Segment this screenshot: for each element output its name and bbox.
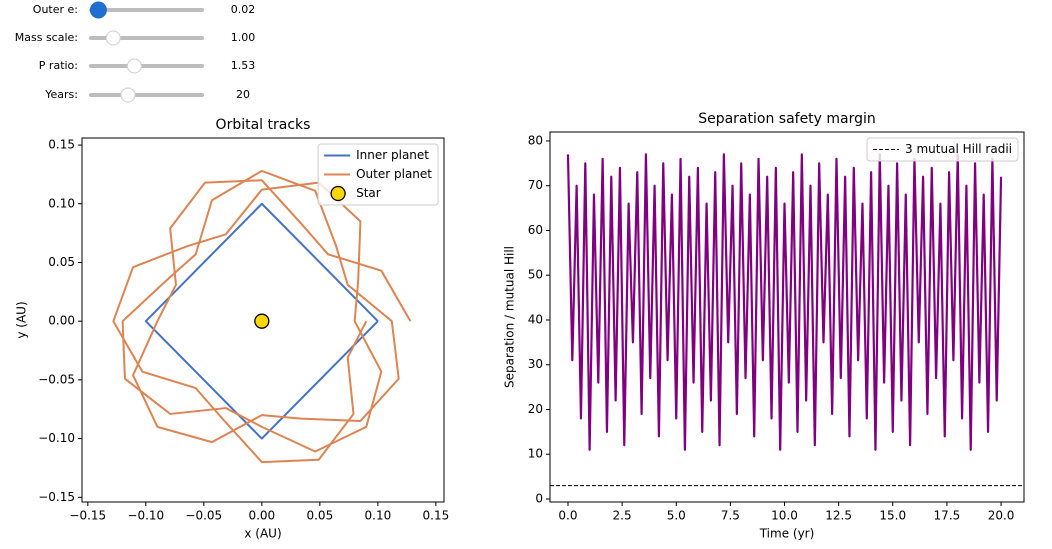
legend-box xyxy=(866,137,1019,162)
controls: Outer e: 0.02 Mass scale: 1.00 P ratio: 1.53 Y… xyxy=(15,1,256,103)
x-tick-label: 0.15 xyxy=(423,509,450,523)
x-tick-label: 2.5 xyxy=(613,509,632,523)
legend-label: Inner planet xyxy=(356,148,429,162)
legend-swatch xyxy=(330,185,346,202)
chart: Separation safety margin 0.0 2.5 5.0 7.5 10.0… xyxy=(503,111,1025,541)
y-axis-label: y (AU) xyxy=(15,301,29,338)
y-axis-label: Separation / mutual Hill xyxy=(503,246,517,388)
y-tick-label: 10 xyxy=(528,447,543,461)
chart-title: Orbital tracks xyxy=(216,117,311,133)
x-tick-label: −0.05 xyxy=(185,509,222,523)
y-tick-label: 70 xyxy=(528,178,543,192)
star-marker xyxy=(254,313,270,329)
plot-frame xyxy=(81,137,445,503)
slider-knob[interactable] xyxy=(89,1,107,19)
slider-knob[interactable] xyxy=(126,58,142,74)
legend: Inner planet Outer planet Star xyxy=(317,143,439,206)
y-tick-label: 0.10 xyxy=(48,196,75,210)
legend-label: Star xyxy=(356,186,381,200)
slider-label: Mass scale: xyxy=(15,31,78,44)
series-line xyxy=(566,153,1003,451)
y-tick-label: 50 xyxy=(528,268,543,282)
y-tick-label: 40 xyxy=(528,312,543,326)
slider-value: 0.02 xyxy=(231,3,256,16)
x-tick-label: 7.5 xyxy=(721,509,740,523)
x-tick-label: 0.10 xyxy=(365,509,392,523)
slider-knob[interactable] xyxy=(105,30,121,46)
y-tick-label: −0.10 xyxy=(38,431,75,445)
x-tick-label: 5.0 xyxy=(667,509,686,523)
x-axis-label: x (AU) xyxy=(244,527,281,541)
slider-value: 1.00 xyxy=(231,31,256,44)
slider-value: 1.53 xyxy=(231,59,256,72)
y-tick-label: 0.05 xyxy=(48,255,75,269)
x-tick-label: 0.0 xyxy=(558,509,577,523)
plot-area xyxy=(112,169,412,464)
x-tick-label: −0.15 xyxy=(69,509,106,523)
y-tick-label: 0.00 xyxy=(48,314,75,328)
y-tick-label: −0.15 xyxy=(38,490,75,504)
plot-area xyxy=(566,153,1003,451)
legend: 3 mutual Hill radii xyxy=(866,137,1019,162)
y-tick-label: 20 xyxy=(528,402,543,416)
slider-value: 20 xyxy=(236,88,250,101)
x-tick-label: −0.10 xyxy=(127,509,164,523)
x-tick-label: 10.0 xyxy=(771,509,798,523)
slider-knob[interactable] xyxy=(120,87,136,103)
slider-label: Years: xyxy=(44,88,78,101)
x-tick-label: 0.00 xyxy=(248,509,275,523)
y-tick-label: 80 xyxy=(528,133,543,147)
y-tick-label: 30 xyxy=(528,357,543,371)
legend-label: 3 mutual Hill radii xyxy=(905,142,1012,156)
y-tick-label: 60 xyxy=(528,223,543,237)
series-line xyxy=(112,169,412,464)
y-tick-label: −0.05 xyxy=(38,372,75,386)
y-tick-label: 0 xyxy=(535,492,543,506)
x-tick-label: 12.5 xyxy=(825,509,852,523)
chart-title: Separation safety margin xyxy=(698,111,876,127)
plot-frame xyxy=(549,131,1025,503)
legend-label: Outer planet xyxy=(356,167,432,181)
x-tick-label: 20.0 xyxy=(988,509,1015,523)
y-tick-label: 0.15 xyxy=(48,138,75,152)
x-tick-label: 0.05 xyxy=(306,509,333,523)
legend-box xyxy=(317,143,439,206)
chart: Orbital tracks −0.15 −0.10 −0.05 0.00 0.05 0.1… xyxy=(15,117,450,541)
series-line xyxy=(144,202,379,440)
x-tick-label: 17.5 xyxy=(934,509,961,523)
x-axis-label: Time (yr) xyxy=(759,527,815,541)
slider-label: P ratio: xyxy=(39,59,78,72)
x-tick-label: 15.0 xyxy=(879,509,906,523)
slider-label: Outer e: xyxy=(33,3,78,16)
